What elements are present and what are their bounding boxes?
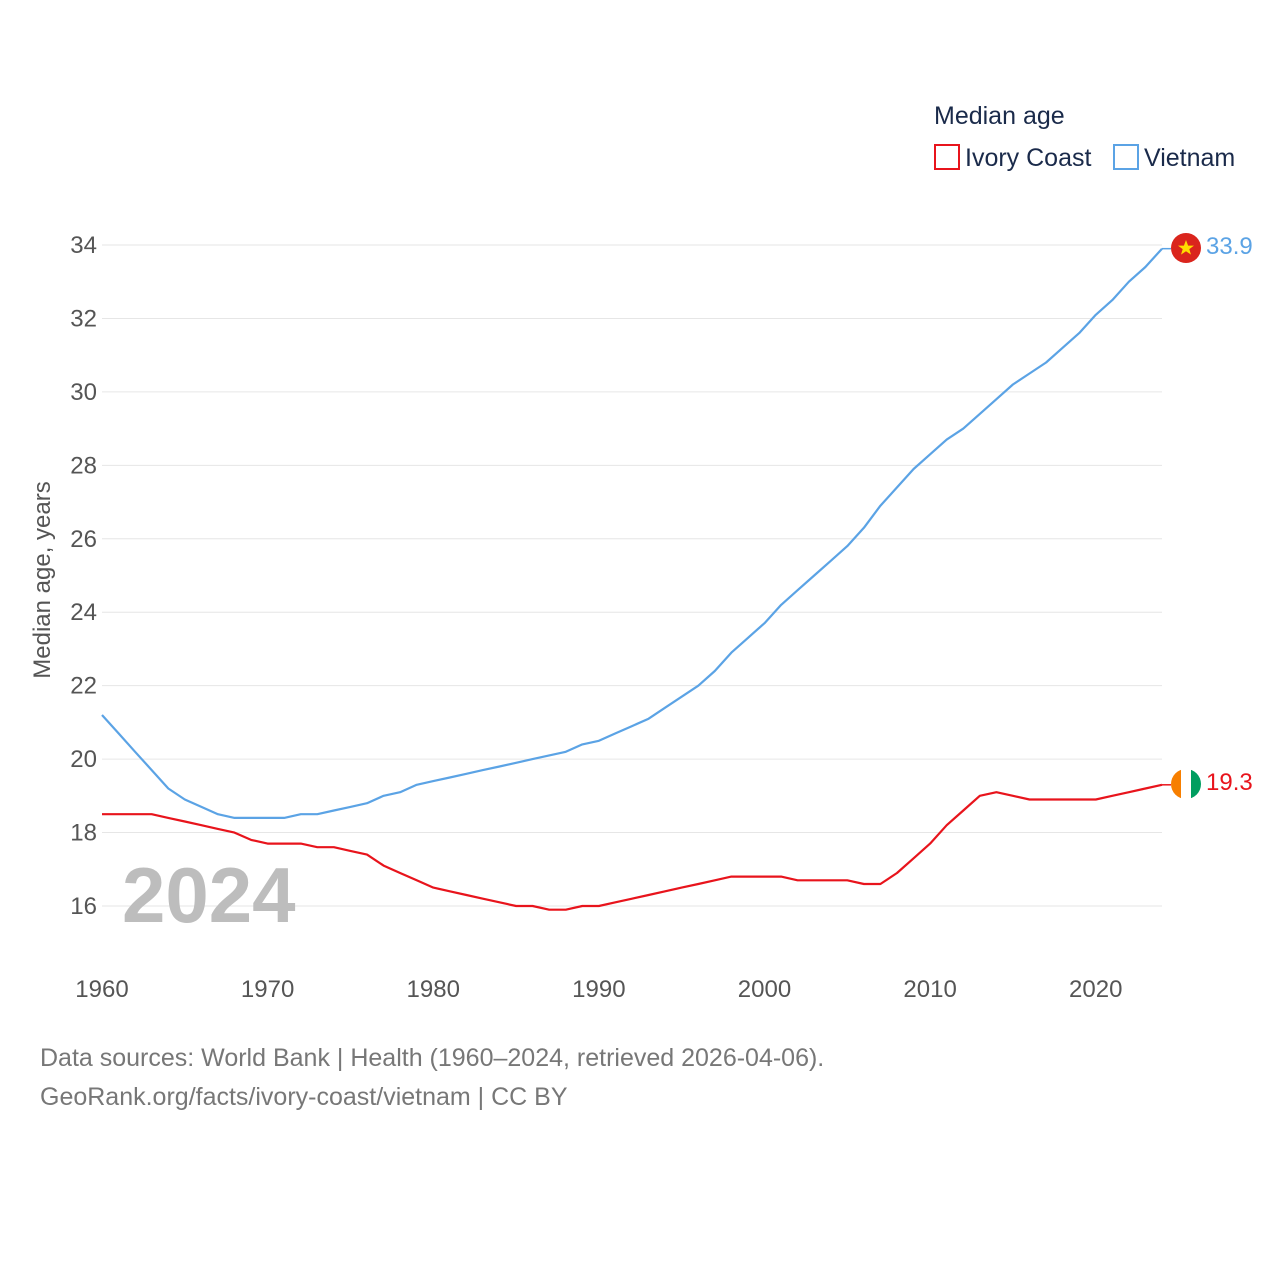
legend-item-ivory-coast[interactable]: Ivory Coast	[934, 144, 1091, 172]
end-label-ivory-coast: 19.3	[1206, 769, 1253, 796]
y-tick-label-30: 30	[70, 379, 97, 406]
y-tick-label-32: 32	[70, 305, 97, 332]
legend-swatch-ivory-coast	[934, 144, 960, 170]
x-tick-label-1980: 1980	[407, 976, 460, 1003]
x-tick-label-1990: 1990	[572, 976, 625, 1003]
x-tick-label-1970: 1970	[241, 976, 294, 1003]
series-lines	[101, 247, 1171, 911]
legend-title: Median age	[934, 102, 1065, 130]
source-link[interactable]: GeoRank.org/facts/ivory-coast/vietnam | …	[40, 1083, 568, 1111]
y-tick-label-26: 26	[70, 526, 97, 553]
y-axis-ticks: 16 18 20 22 24 26 28 30 32 34	[70, 232, 97, 920]
legend-item-vietnam[interactable]: Vietnam	[1113, 144, 1235, 172]
y-axis-label: Median age, years	[29, 481, 56, 678]
vietnam-flag-icon	[1171, 233, 1201, 263]
y-tick-label-16: 16	[70, 893, 97, 920]
y-tick-label-22: 22	[70, 673, 97, 700]
x-axis-ticks: 1960 1970 1980 1990 2000 2010 2020	[75, 976, 1122, 1003]
x-tick-label-1960: 1960	[75, 976, 128, 1003]
series-line-ivory-coast	[102, 783, 1163, 911]
y-tick-label-34: 34	[70, 232, 97, 259]
x-tick-label-2000: 2000	[738, 976, 791, 1003]
x-tick-label-2020: 2020	[1069, 976, 1122, 1003]
legend-label-vietnam: Vietnam	[1144, 144, 1235, 172]
x-tick-label-2010: 2010	[903, 976, 956, 1003]
legend-label-ivory-coast: Ivory Coast	[965, 144, 1091, 172]
y-tick-label-18: 18	[70, 820, 97, 847]
legend: Median age Ivory Coast Vietnam	[934, 102, 1235, 172]
ivory-coast-flag-icon	[1171, 769, 1201, 799]
legend-swatch-vietnam	[1113, 144, 1139, 170]
y-tick-label-28: 28	[70, 452, 97, 479]
y-tick-label-20: 20	[70, 746, 97, 773]
gridlines	[102, 244, 1162, 907]
y-tick-label-24: 24	[70, 599, 97, 626]
source-line: Data sources: World Bank | Health (1960–…	[40, 1044, 825, 1072]
series-line-vietnam	[101, 247, 1163, 820]
end-label-vietnam: 33.9	[1206, 233, 1253, 260]
year-watermark: 2024	[122, 851, 296, 939]
